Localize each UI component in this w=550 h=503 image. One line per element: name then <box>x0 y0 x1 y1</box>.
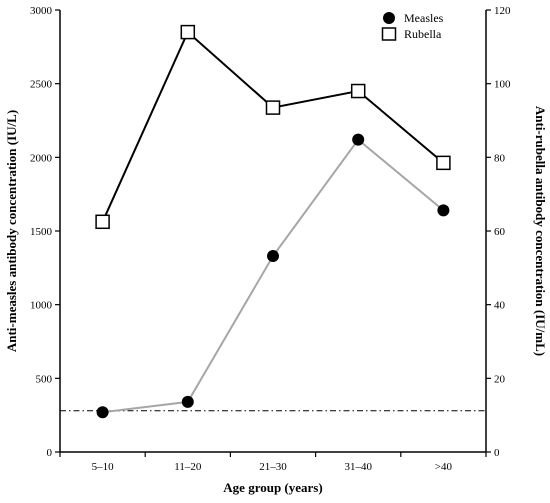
measles-point <box>181 395 194 408</box>
measles-line <box>102 138 445 414</box>
x-tick-label: 31–40 <box>344 461 372 473</box>
measles-point <box>267 250 279 263</box>
x-tick-label: 21–30 <box>259 461 287 473</box>
y-left-tick-label: 0 <box>47 447 53 459</box>
series-group <box>95 24 451 419</box>
x-tick-label: 11–20 <box>174 461 202 473</box>
rubella-point <box>95 214 110 230</box>
measles-point <box>437 204 450 217</box>
x-axis-title: Age group (years) <box>223 480 322 495</box>
y-axis-left-title: Anti-measles antibody concentration (IU/… <box>4 110 19 352</box>
y-axis-right-title: Anti-rubella antibody concentration (IU/… <box>533 106 548 356</box>
measles-point <box>352 133 365 146</box>
y-right-tick-label: 100 <box>494 79 511 91</box>
rubella-point <box>180 24 196 40</box>
rubella-legend-label: Rubella <box>404 27 442 41</box>
y-right-tick-label: 80 <box>494 152 506 164</box>
rubella-legend-marker <box>381 27 397 41</box>
axes <box>59 10 487 453</box>
y-left-tick-label: 1500 <box>30 226 53 238</box>
y-left-tick-label: 500 <box>36 373 53 385</box>
y-right-tick-label: 40 <box>494 300 506 312</box>
measles-legend-label: Measles <box>404 11 444 25</box>
measles-legend-marker <box>383 12 395 24</box>
rubella-point <box>265 100 281 115</box>
legend: Measles Rubella <box>381 11 444 41</box>
y-right-tick-label: 0 <box>494 447 500 459</box>
y-right-tick-label: 20 <box>494 373 506 385</box>
rubella-line <box>101 30 445 223</box>
y-right-tick-label: 120 <box>494 5 511 17</box>
x-tick-label: >40 <box>435 461 453 473</box>
rubella-point <box>350 83 366 99</box>
x-tick-label: 5–10 <box>92 461 115 473</box>
measles-point <box>96 406 109 419</box>
y-left-tick-label: 1000 <box>30 300 53 312</box>
y-left-tick-label: 2000 <box>30 152 53 164</box>
y-left-tick-label: 3000 <box>30 5 53 17</box>
ticks: 0 500 1000 1500 2000 2500 3000 0 20 40 60 80 100 120 5… <box>30 5 511 473</box>
rubella-point <box>436 155 451 171</box>
y-right-tick-label: 60 <box>494 226 506 238</box>
y-left-tick-label: 2500 <box>30 79 53 91</box>
